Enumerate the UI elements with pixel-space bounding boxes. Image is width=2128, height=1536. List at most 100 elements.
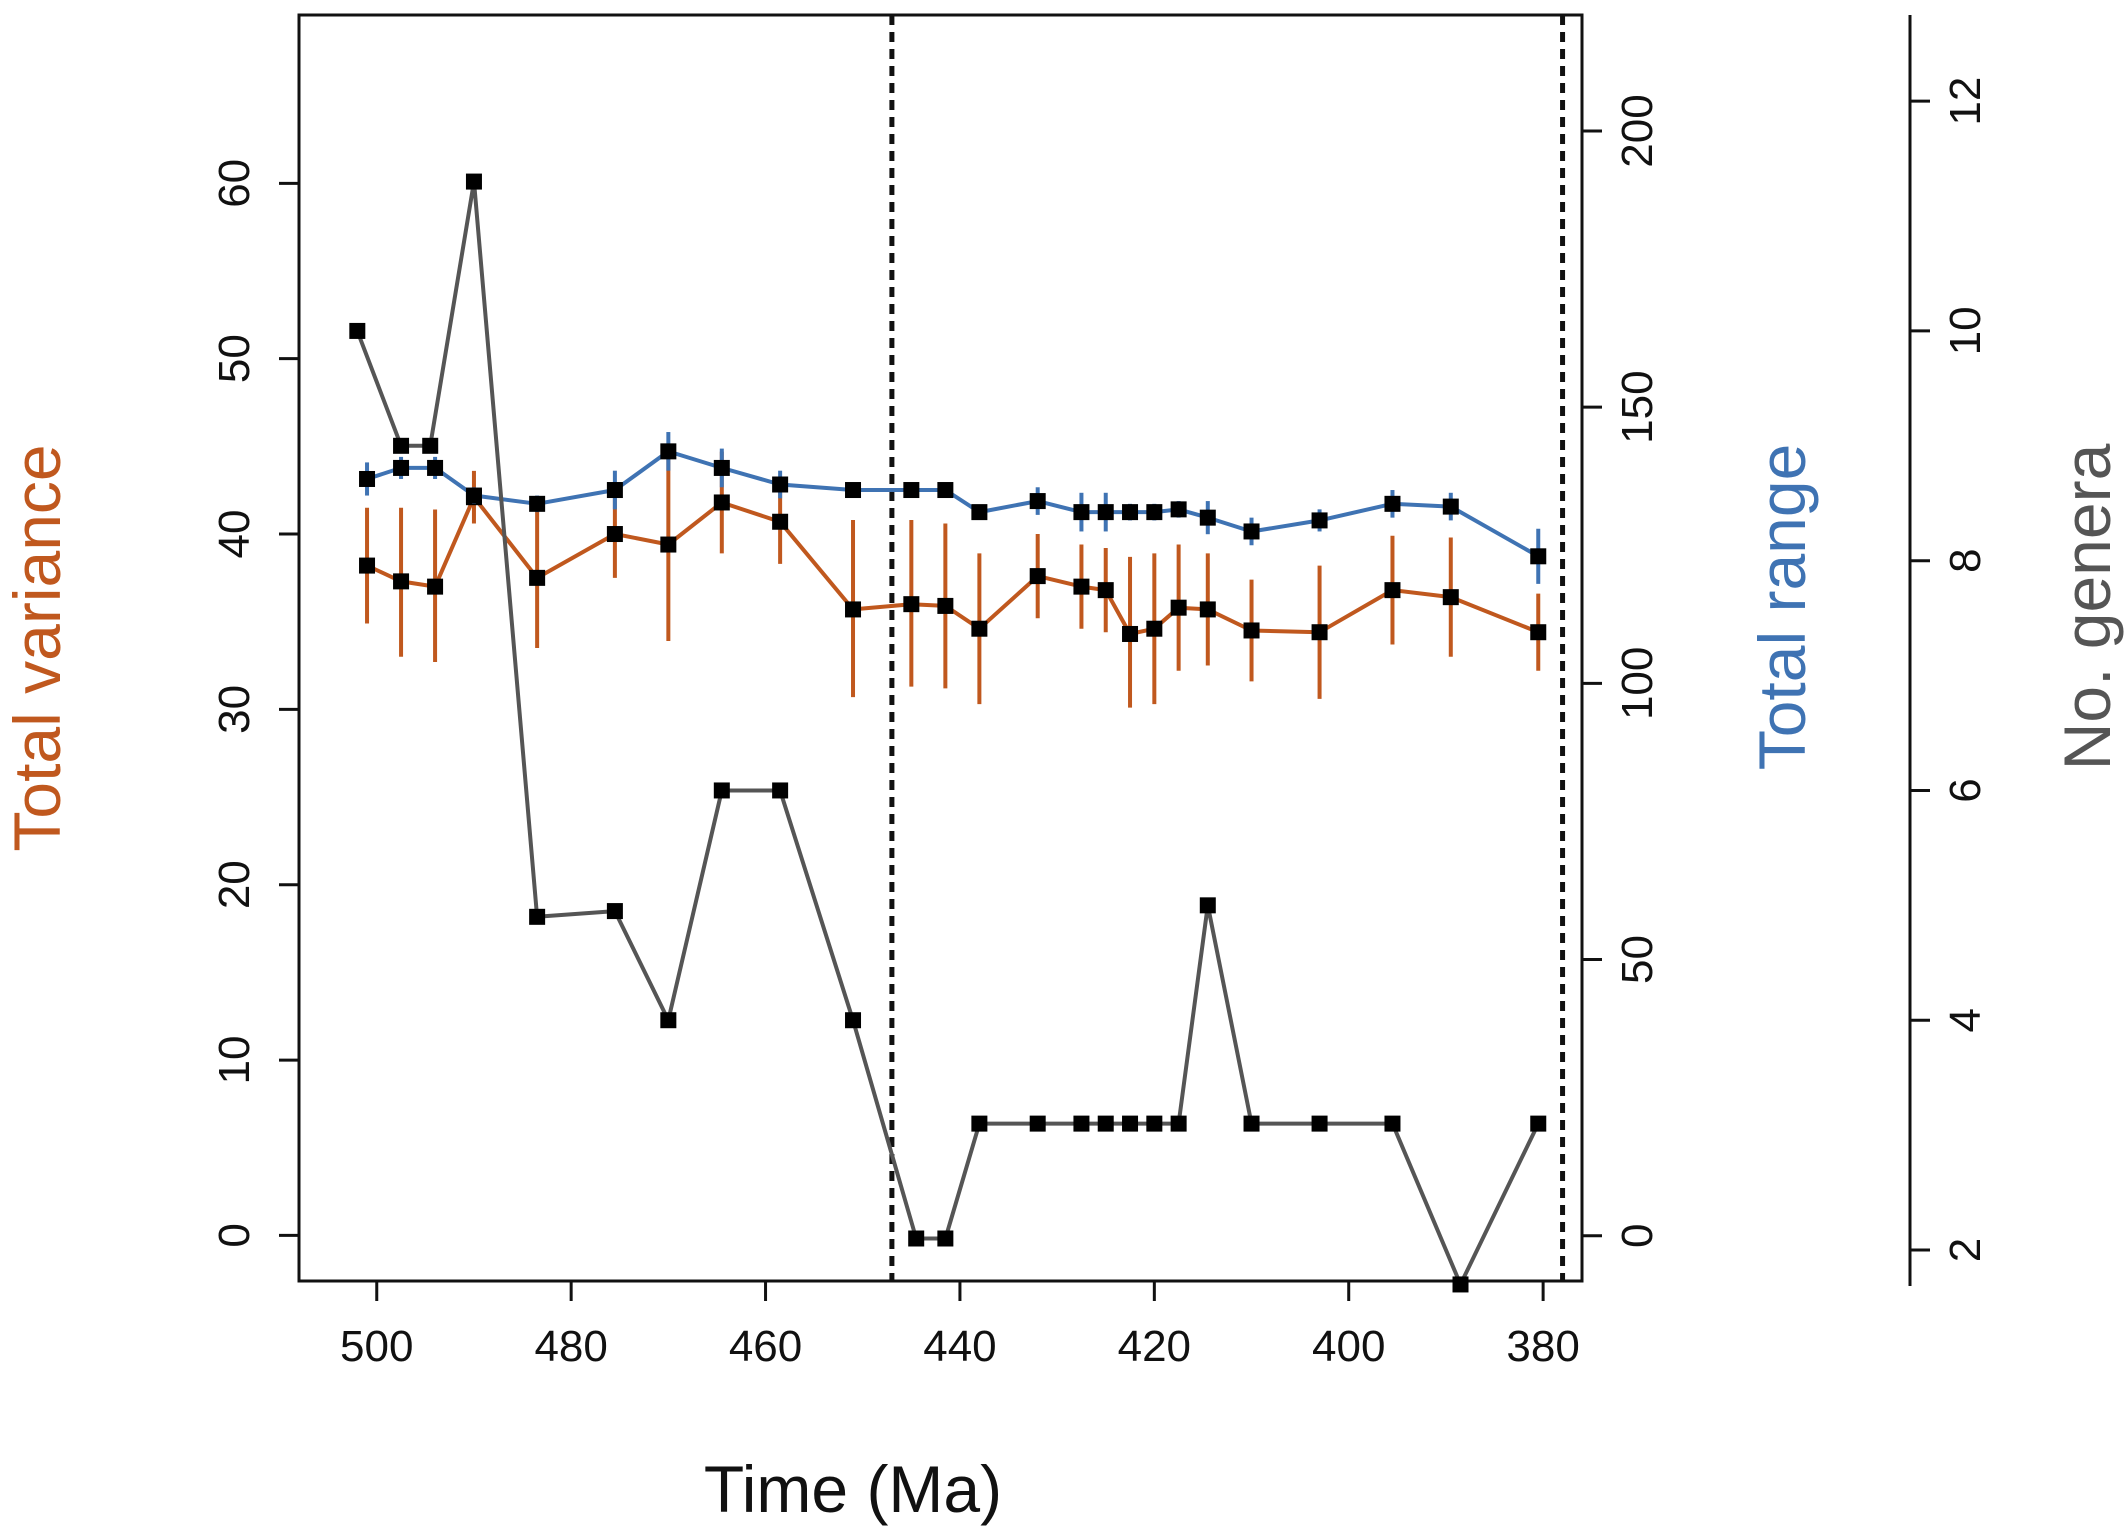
data-point [1530,548,1547,565]
data-point [1243,622,1260,639]
data-point [465,173,482,190]
x-tick-label: 480 [534,1322,607,1371]
right-y-tick-label: 100 [1613,647,1662,720]
outer-y-axis: 2 4 6 8 10 12 [1908,15,1990,1286]
reference-lines [889,15,1566,1281]
data-point [660,536,677,553]
data-point [1122,1115,1139,1132]
left-y-tick-label: 20 [210,860,259,909]
x-tick-label: 500 [340,1322,413,1371]
data-point [908,1230,925,1247]
data-point [1442,589,1459,606]
data-point [1243,523,1260,540]
data-point [1073,578,1090,595]
x-axis-title: Time (Ma) [704,1452,1002,1526]
data-point [1146,620,1163,637]
data-point [971,620,988,637]
data-point [1097,504,1114,521]
data-point [1029,1115,1046,1132]
x-tick-label: 420 [1118,1322,1191,1371]
series-no-genera [349,173,1547,1293]
data-point [1199,509,1216,526]
outer-y-tick-label: 8 [1941,548,1990,572]
left-y-tick-label: 40 [210,510,259,559]
data-point [772,513,789,530]
data-point [713,494,730,511]
data-point [422,437,439,454]
data-point [903,482,920,499]
data-point [1199,601,1216,618]
right-y-tick-label: 150 [1613,370,1662,443]
data-point [660,1012,677,1029]
x-axis: 500 480 460 440 420 400 380 [340,1279,1580,1371]
series-layer [349,173,1547,1293]
data-point [1384,582,1401,599]
series-line [355,179,1541,1287]
data-point [772,476,789,493]
right-y-tick-label: 200 [1613,94,1662,167]
data-point [971,504,988,521]
data-point [1530,1115,1547,1132]
right-y-tick-label: 50 [1613,935,1662,984]
data-point [1073,504,1090,521]
data-point [359,470,376,487]
data-point [606,526,623,543]
data-point [1122,625,1139,642]
left-y-tick-label: 50 [210,334,259,383]
data-point [903,596,920,613]
left-axis-title: Total variance [0,444,74,851]
data-point [427,459,444,476]
data-point [529,908,546,925]
left-y-tick-label: 30 [210,685,259,734]
data-point [393,437,410,454]
data-point [1122,504,1139,521]
data-point [845,601,862,618]
data-point [606,482,623,499]
right-axis-title: Total range [1745,444,1819,771]
outer-y-tick-label: 12 [1941,77,1990,126]
right-y-axis: 0 50 100 150 200 [1582,94,1662,1248]
data-point [1170,501,1187,518]
data-point [393,573,410,590]
x-tick-label: 400 [1312,1322,1385,1371]
data-point [1442,498,1459,515]
data-point [1097,582,1114,599]
data-point [937,1230,954,1247]
data-point [359,557,376,574]
outer-y-tick-label: 6 [1941,778,1990,802]
left-y-tick-label: 0 [210,1223,259,1247]
data-point [713,782,730,799]
left-y-tick-label: 60 [210,159,259,208]
data-point [1029,568,1046,585]
right-y-tick-label: 0 [1613,1223,1662,1247]
data-point [529,569,546,586]
left-y-tick-label: 10 [210,1036,259,1085]
outer-y-tick-label: 4 [1941,1008,1990,1032]
outer-axis-title: No. genera [2050,443,2124,770]
data-point [660,443,677,460]
data-point [1097,1115,1114,1132]
data-point [971,1115,988,1132]
data-point [1311,512,1328,529]
data-point [1170,599,1187,616]
data-point [937,482,954,499]
data-point [845,1012,862,1029]
data-point [606,903,623,920]
series-total-range [359,432,1547,584]
data-point [713,459,730,476]
data-point [465,487,482,504]
data-point [1029,493,1046,510]
data-point [1311,1115,1328,1132]
data-point [1146,504,1163,521]
data-point [349,322,366,339]
data-point [1311,624,1328,641]
data-point [1243,1115,1260,1132]
data-point [1146,1115,1163,1132]
data-point [1199,897,1216,914]
x-tick-label: 440 [923,1322,996,1371]
data-point [845,482,862,499]
data-point [937,597,954,614]
data-point [1384,1115,1401,1132]
x-tick-label: 380 [1506,1322,1579,1371]
